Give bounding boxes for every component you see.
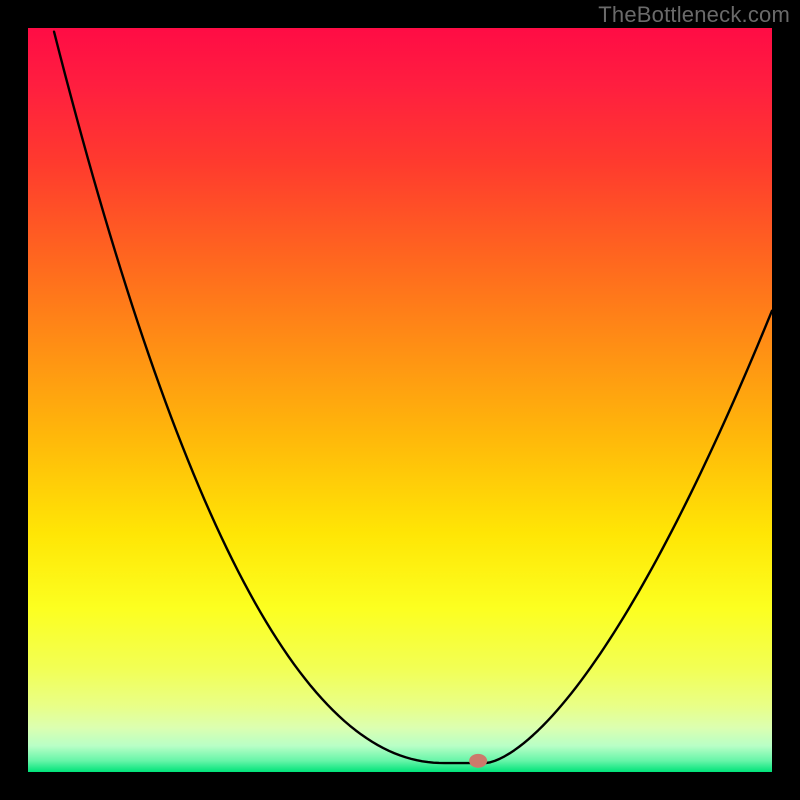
plot-area [28, 28, 772, 772]
gradient-background [28, 28, 772, 772]
chart-svg [28, 28, 772, 772]
watermark-text: TheBottleneck.com [598, 2, 790, 28]
chart-frame: TheBottleneck.com [0, 0, 800, 800]
bottleneck-marker [469, 754, 487, 768]
